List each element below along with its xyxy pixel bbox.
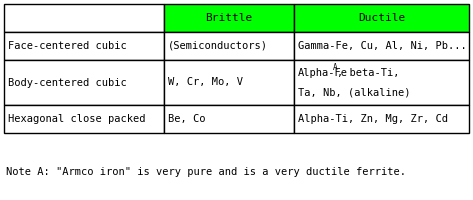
Text: Face-centered cubic: Face-centered cubic	[8, 41, 127, 51]
Text: Body-centered cubic: Body-centered cubic	[8, 77, 127, 88]
Bar	[4, 4, 164, 32]
Bar	[294, 4, 469, 32]
Bar	[164, 32, 294, 60]
Bar	[164, 105, 294, 133]
Text: Be, Co: Be, Co	[168, 114, 205, 124]
Text: Note A: "Armco iron" is very pure and is a very ductile ferrite.: Note A: "Armco iron" is very pure and is…	[6, 167, 406, 177]
Text: W, Cr, Mo, V: W, Cr, Mo, V	[168, 77, 243, 88]
Text: (Semiconductors): (Semiconductors)	[168, 41, 268, 51]
Text: Alpha-Ti, Zn, Mg, Zr, Cd: Alpha-Ti, Zn, Mg, Zr, Cd	[298, 114, 448, 124]
Text: Brittle: Brittle	[205, 13, 253, 23]
Text: A: A	[333, 63, 337, 72]
Bar	[294, 105, 469, 133]
Bar	[4, 60, 164, 105]
Text: Ductile: Ductile	[358, 13, 405, 23]
Bar	[164, 60, 294, 105]
Text: Alpha-Fe: Alpha-Fe	[298, 68, 348, 78]
Text: , beta-Ti,: , beta-Ti,	[337, 68, 399, 78]
Bar	[4, 32, 164, 60]
Bar	[4, 105, 164, 133]
Bar	[294, 60, 469, 105]
Bar	[164, 4, 294, 32]
Text: Ta, Nb, (alkaline): Ta, Nb, (alkaline)	[298, 87, 411, 97]
Bar	[294, 32, 469, 60]
Text: Hexagonal close packed: Hexagonal close packed	[8, 114, 146, 124]
Text: Gamma-Fe, Cu, Al, Ni, Pb...: Gamma-Fe, Cu, Al, Ni, Pb...	[298, 41, 467, 51]
